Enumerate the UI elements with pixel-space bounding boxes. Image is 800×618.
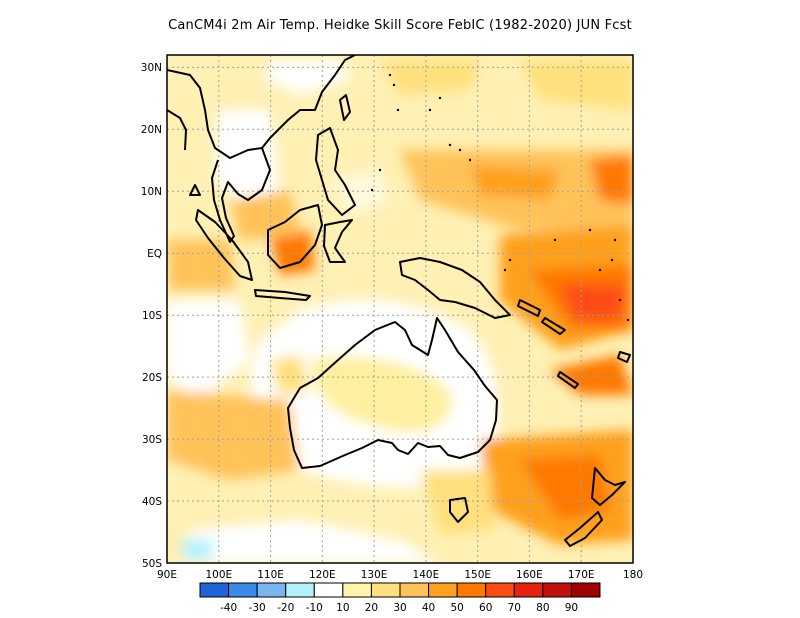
lat-label: 30N [141,62,162,74]
colorbar-label: -40 [220,602,237,614]
small-islands [370,73,630,322]
colorbar-label: -10 [306,602,323,614]
colorbar-swatch [370,582,401,598]
lat-label: 10N [141,186,162,198]
colorbar-swatch [342,582,372,598]
colorbar: -40 -30 -20 -10 10 20 30 40 50 60 70 80 90 [199,582,601,614]
colorbar-swatch [285,582,315,598]
colorbar-label: 80 [536,602,549,614]
colorbar-swatch [428,582,458,598]
borneo-coastline [267,204,323,269]
colorbar-label: -30 [249,602,266,614]
colorbar-label: 60 [479,602,492,614]
skill-shading [167,60,633,563]
philippines-coastline [315,127,356,216]
colorbar-label: 20 [365,602,378,614]
colorbar-swatch [256,582,287,598]
colorbar-swatch [228,582,258,598]
lon-label: 180 [623,569,643,581]
latitude-axis: 30N 20N 10N EQ 10S 20S 30S 40S 50S [141,62,163,570]
tasmania-coastline [449,497,469,523]
colorbar-swatch [456,582,487,598]
colorbar-label: 70 [508,602,521,614]
colorbar-swatch [570,582,601,598]
lat-label: 20S [142,372,162,384]
lat-label: 50S [142,558,162,570]
lon-label: 170E [568,569,595,581]
colorbar-label: 50 [450,602,463,614]
lon-label: 160E [516,569,543,581]
colorbar-swatch [199,582,230,598]
longitude-axis: 90E 100E 110E 120E 130E 140E 150E 160E 1… [157,569,643,581]
new-guinea-coastline [399,257,511,319]
colorbar-label: -20 [277,602,294,614]
lon-label: 90E [157,569,177,581]
australia-coastline [287,317,498,469]
lat-label: EQ [147,248,162,260]
colorbar-swatch [485,582,515,598]
lon-label: 100E [205,569,232,581]
colorbar-label: 90 [565,602,578,614]
sumatra-coastline [195,209,253,281]
coastlines [167,55,631,547]
colorbar-label: 30 [393,602,406,614]
colorbar-swatch [513,582,544,598]
java-coastline [254,289,311,301]
lon-label: 150E [464,569,491,581]
lat-label: 40S [142,496,162,508]
chart-title: CanCM4i 2m Air Temp. Heidke Skill Score … [168,18,632,33]
colorbar-label: 40 [422,602,435,614]
lon-label: 140E [413,569,440,581]
colorbar-swatch [542,582,572,598]
colorbar-swatch [313,582,344,598]
lat-label: 30S [142,434,162,446]
lon-label: 120E [309,569,336,581]
colorbar-label: 10 [336,602,349,614]
lon-label: 110E [257,569,284,581]
sulawesi-coastline [323,219,353,263]
lat-label: 20N [141,124,162,136]
lat-label: 10S [142,310,162,322]
lon-label: 130E [361,569,388,581]
colorbar-swatch [399,582,430,598]
new-zealand-coastline [564,467,626,547]
map-frame [166,54,634,564]
